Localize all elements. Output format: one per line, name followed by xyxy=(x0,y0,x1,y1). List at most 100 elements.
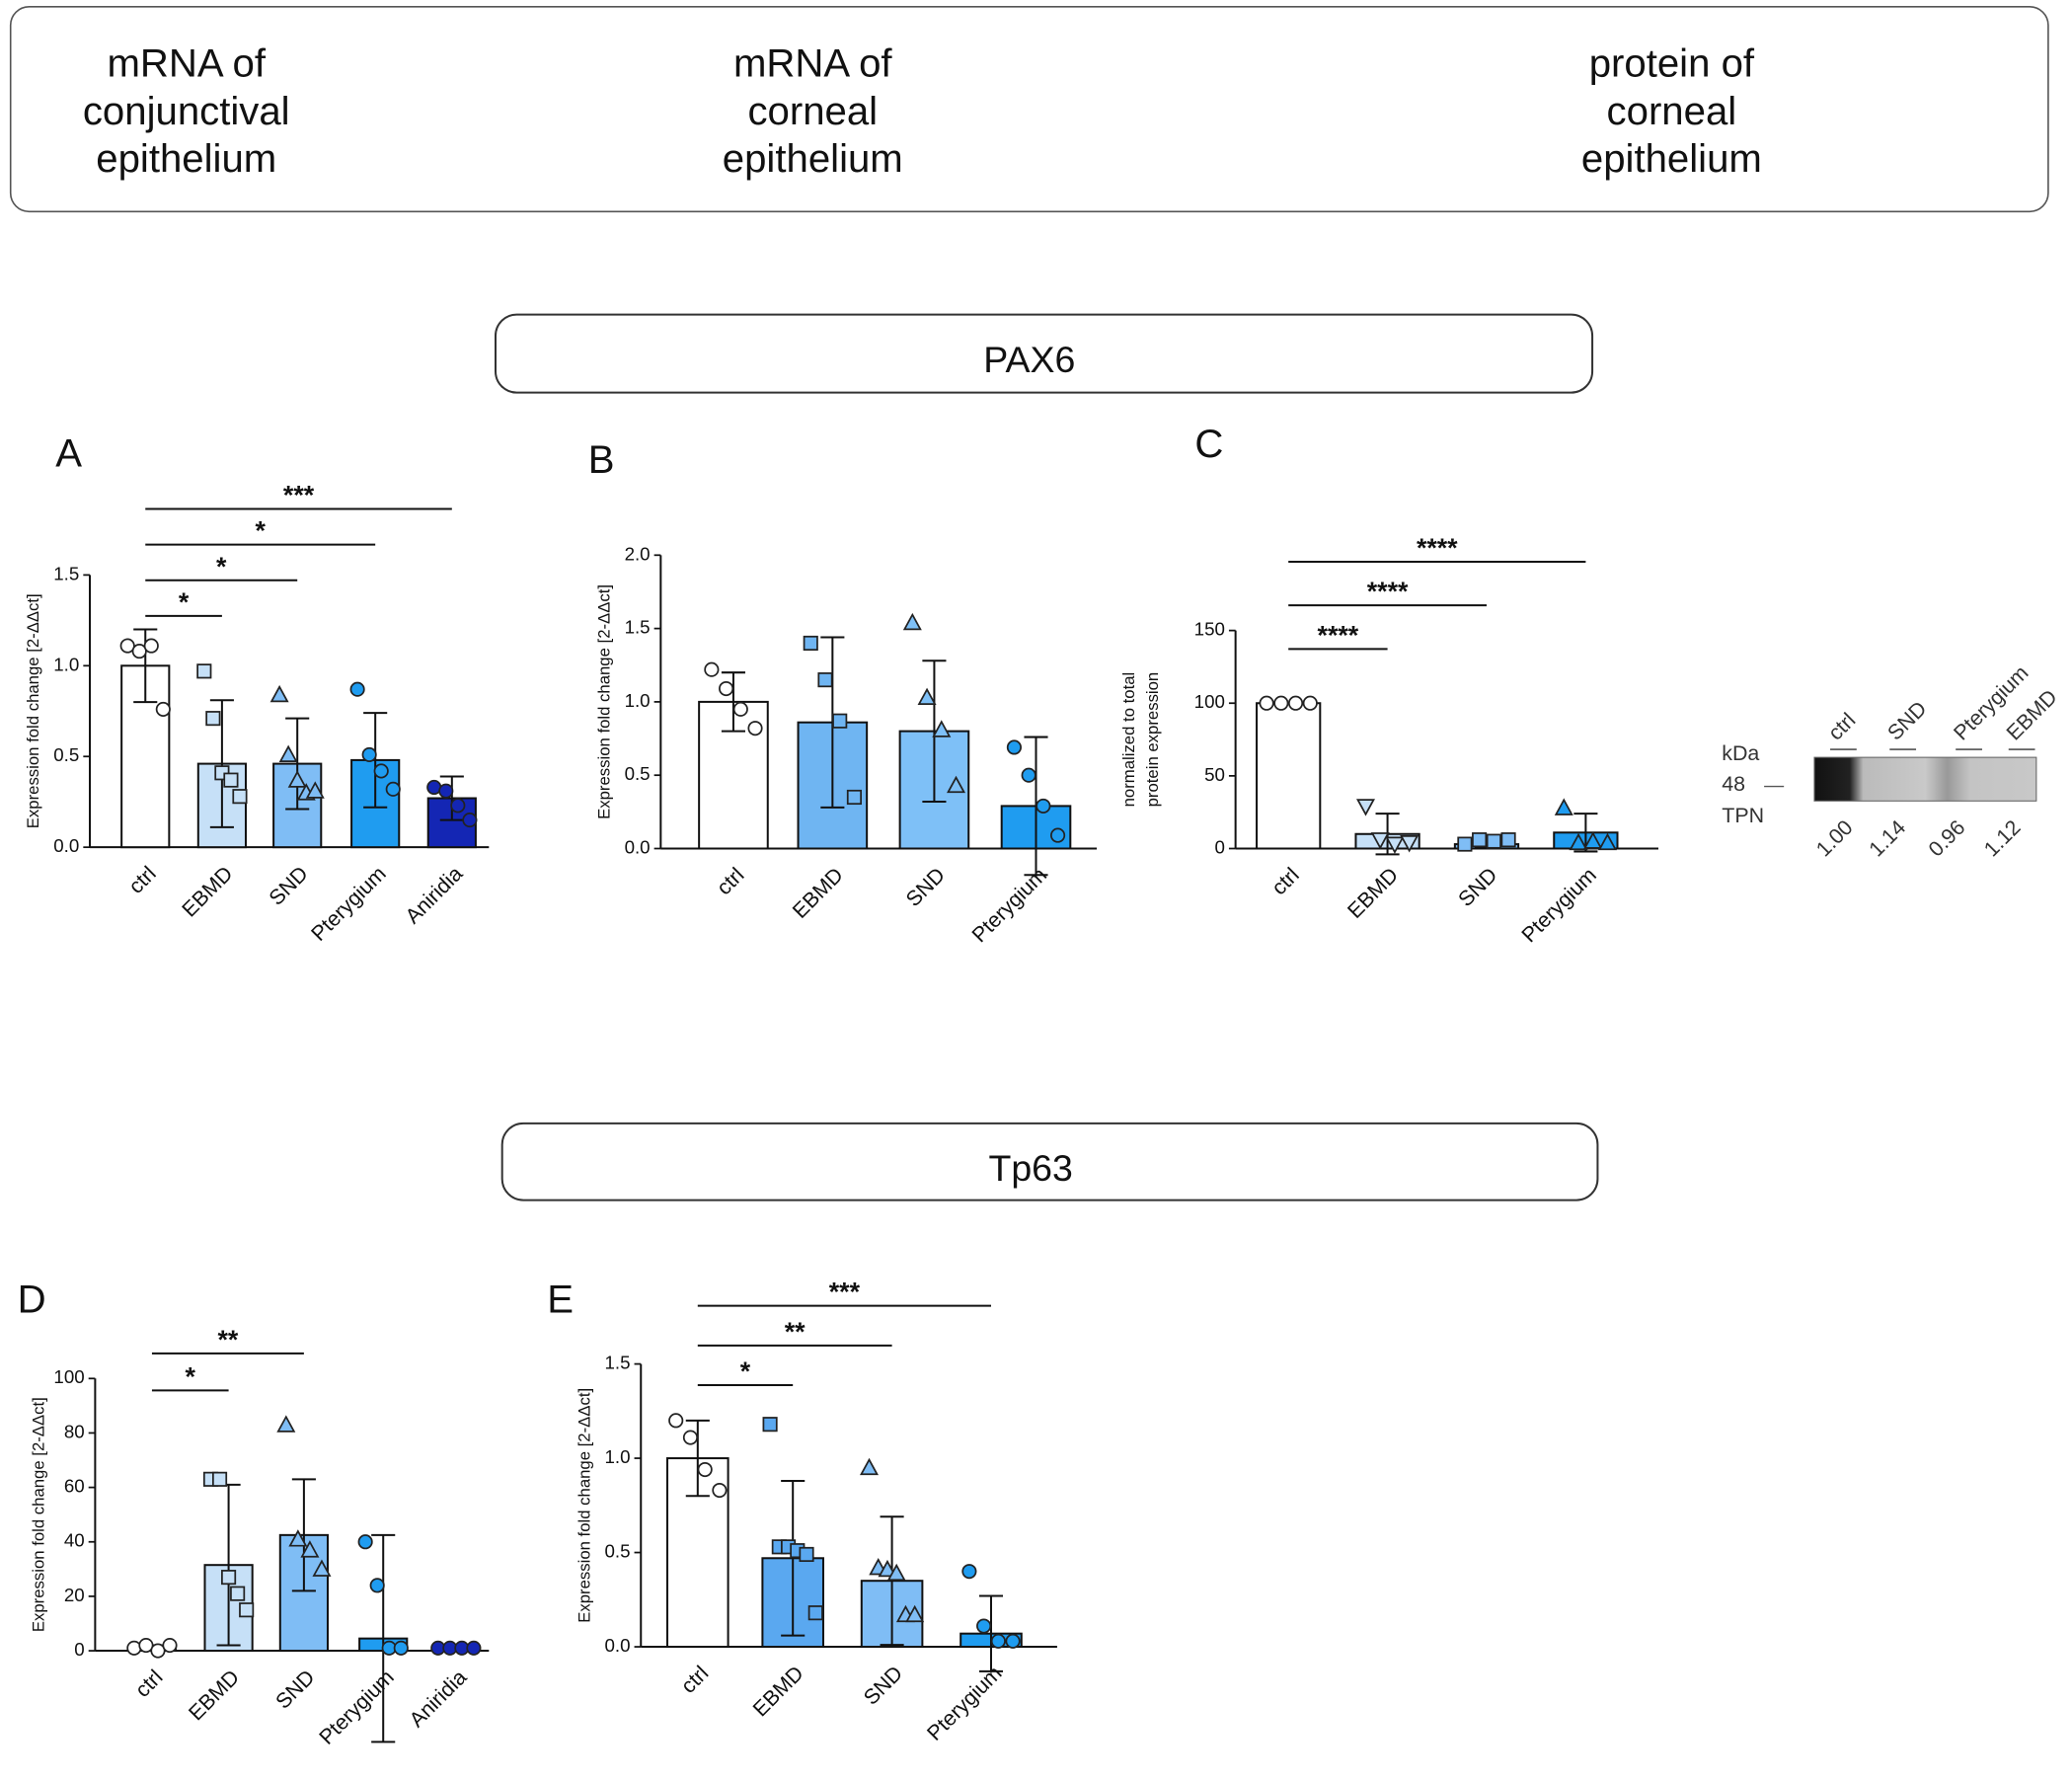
x-tick-label: Pterygium xyxy=(315,1666,399,1749)
point xyxy=(155,701,171,717)
point xyxy=(438,783,454,799)
point xyxy=(385,781,401,797)
y-axis-label: protein expression xyxy=(1143,672,1162,808)
header-label: mRNA of xyxy=(733,41,892,86)
panel-label: C xyxy=(1194,422,1223,466)
y-tick-label: 2.0 xyxy=(625,543,651,564)
significance-label: * xyxy=(179,587,190,617)
x-tick-label: Aniridia xyxy=(401,862,468,929)
point xyxy=(393,1640,409,1656)
error-bar xyxy=(880,1515,904,1647)
point xyxy=(902,612,922,631)
point xyxy=(719,680,734,697)
error-bar xyxy=(685,1419,710,1498)
point xyxy=(138,1637,154,1654)
significance-label: * xyxy=(256,516,267,546)
point xyxy=(817,672,833,688)
x-tick-label: SND xyxy=(265,862,313,910)
point xyxy=(1597,832,1617,851)
point xyxy=(230,1586,246,1601)
lane-ratio: 0.96 xyxy=(1924,815,1969,861)
significance-label: * xyxy=(216,552,227,581)
point xyxy=(917,687,937,706)
significance-label: ** xyxy=(785,1317,806,1347)
y-tick-label: 1.5 xyxy=(53,563,79,583)
point xyxy=(1287,695,1304,711)
x-tick-label: EBMD xyxy=(184,1666,244,1726)
point xyxy=(357,1534,373,1550)
x-tick-label: EBMD xyxy=(178,862,238,922)
y-axis-label: Expression fold change [2-ΔΔct] xyxy=(575,1388,593,1623)
y-tick-label: 0.5 xyxy=(625,763,651,784)
significance-label: * xyxy=(740,1357,751,1386)
y-tick-label: 40 xyxy=(64,1530,85,1551)
significance-label: **** xyxy=(1367,577,1409,606)
point xyxy=(288,1529,308,1547)
x-tick-label: SND xyxy=(271,1666,320,1714)
point xyxy=(369,1578,385,1593)
point xyxy=(312,1559,332,1577)
point xyxy=(961,1564,977,1580)
lane-label: ctrl xyxy=(1823,708,1860,744)
y-axis-label: normalized to total xyxy=(1119,672,1138,808)
point xyxy=(300,1540,320,1558)
y-axis-label: Expression fold change [2-ΔΔct] xyxy=(24,593,42,828)
point xyxy=(1486,833,1501,849)
point xyxy=(704,661,720,677)
section-title: PAX6 xyxy=(983,339,1075,380)
error-bar xyxy=(363,712,388,809)
x-tick-label: ctrl xyxy=(130,1666,167,1702)
point xyxy=(947,775,966,794)
x-tick-label: Pterygium xyxy=(967,863,1051,947)
header-label: corneal xyxy=(1607,89,1737,133)
point xyxy=(1355,799,1375,816)
lane-ratio: 1.00 xyxy=(1811,815,1857,861)
significance-label: **** xyxy=(1318,620,1359,650)
point xyxy=(1457,836,1473,852)
point xyxy=(1569,832,1588,851)
x-tick-label: EBMD xyxy=(1343,863,1403,923)
panel-label: A xyxy=(55,431,82,476)
significance-label: **** xyxy=(1417,533,1458,563)
panel-label: D xyxy=(18,1277,46,1321)
blot-marker: 48 xyxy=(1722,772,1745,796)
error-bar xyxy=(721,671,745,733)
point xyxy=(361,746,377,762)
point xyxy=(211,1471,228,1487)
point xyxy=(1302,695,1318,711)
x-tick-label: EBMD xyxy=(748,1662,808,1722)
y-tick-label: 0.0 xyxy=(604,1635,630,1656)
point xyxy=(1370,832,1390,850)
y-axis-label: Expression fold change [2-ΔΔct] xyxy=(30,1397,48,1632)
point xyxy=(1400,835,1420,853)
y-tick-label: 0.0 xyxy=(625,836,651,857)
y-tick-label: 50 xyxy=(1204,764,1225,785)
x-tick-label: ctrl xyxy=(1267,863,1304,899)
point xyxy=(450,798,466,814)
lane-label: SND xyxy=(1883,697,1932,745)
point xyxy=(832,713,848,729)
bar xyxy=(1256,702,1322,850)
y-tick-label: 20 xyxy=(64,1585,85,1605)
y-tick-label: 100 xyxy=(1194,691,1225,712)
x-tick-label: Pterygium xyxy=(922,1662,1006,1745)
point xyxy=(276,1415,296,1433)
point xyxy=(1021,767,1036,783)
header-label: protein of xyxy=(1589,41,1755,86)
error-bar xyxy=(371,1533,396,1744)
x-tick-label: SND xyxy=(901,863,950,911)
point xyxy=(668,1413,684,1429)
y-tick-label: 1.5 xyxy=(604,1353,630,1373)
header-label: mRNA of xyxy=(107,41,266,86)
y-tick-label: 60 xyxy=(64,1476,85,1497)
y-axis-label: Expression fold change [2-ΔΔct] xyxy=(595,584,614,819)
blot-norm: TPN xyxy=(1722,804,1764,827)
point xyxy=(803,635,818,652)
blot-unit: kDa xyxy=(1722,741,1759,765)
point xyxy=(762,1417,778,1433)
y-tick-label: 1.0 xyxy=(53,654,79,674)
point xyxy=(196,663,212,679)
error-bar xyxy=(439,775,464,821)
header-label: corneal xyxy=(747,89,878,133)
